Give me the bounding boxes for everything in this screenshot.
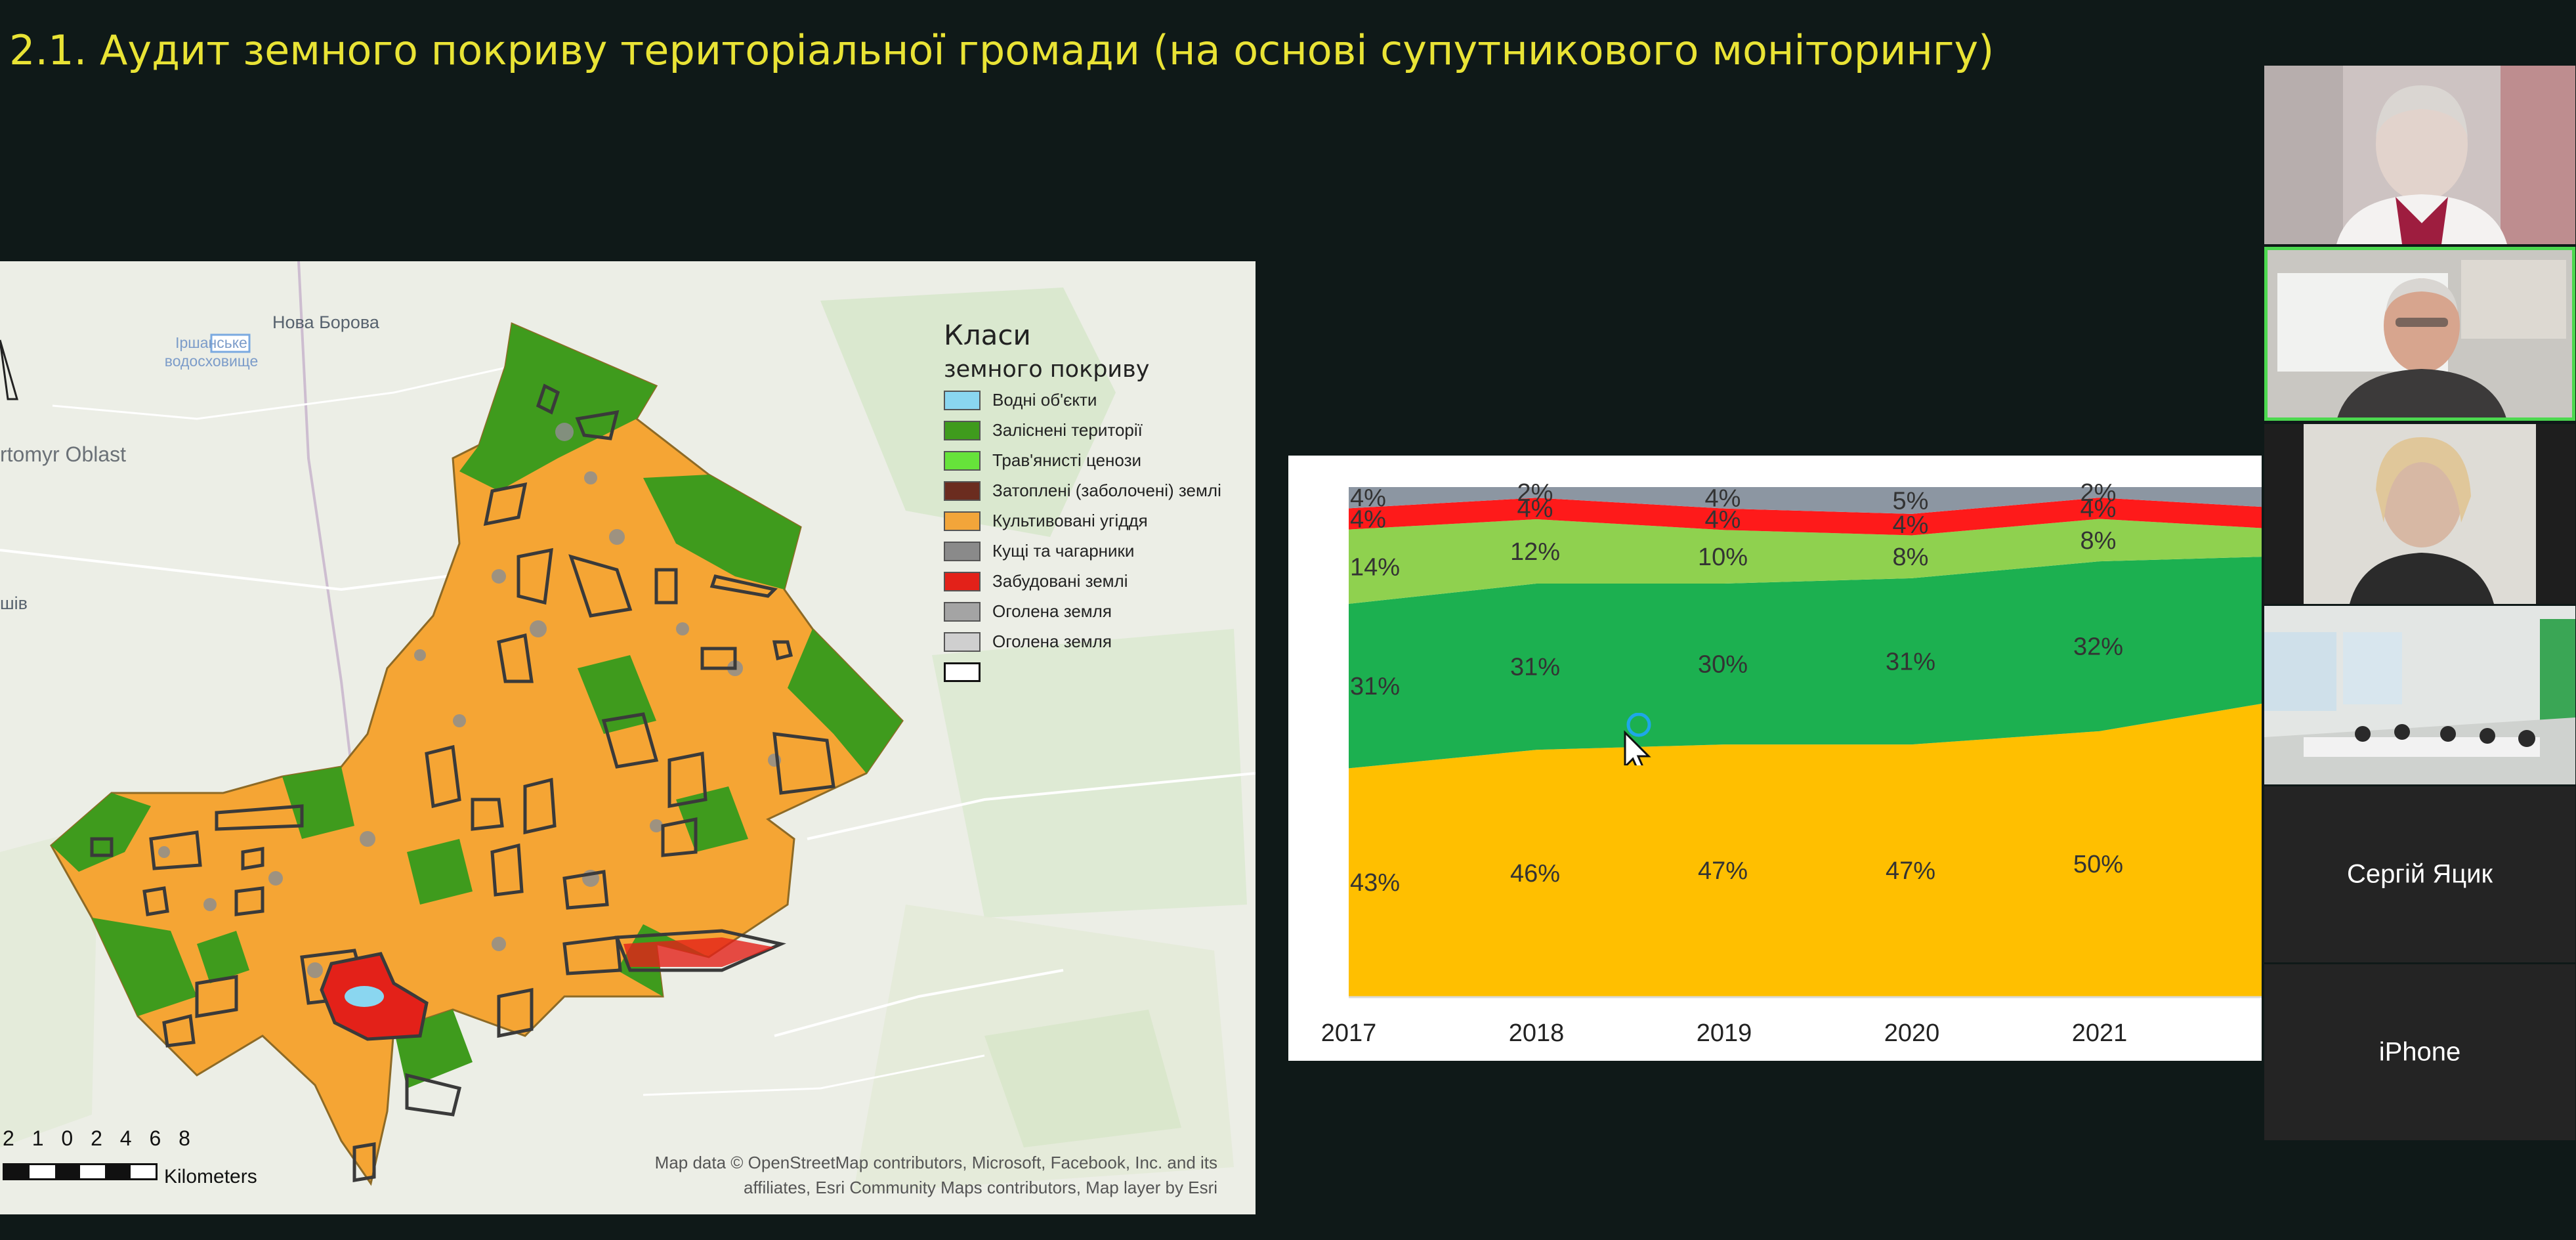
legend-swatch — [944, 391, 981, 410]
data-label: 31% — [1350, 673, 1400, 700]
legend-item: Водні об'єкти — [944, 389, 1252, 410]
legend-swatch — [944, 602, 981, 622]
x-tick-label: 2020 — [1884, 1019, 1940, 1047]
data-label: 47% — [1886, 857, 1935, 885]
legend-swatch — [944, 421, 981, 440]
data-label: 31% — [1510, 654, 1560, 681]
legend-swatch — [944, 632, 981, 652]
legend-item: Затоплені (заболочені) землі — [944, 480, 1252, 501]
participant-name: iPhone — [2378, 1037, 2461, 1067]
map-water-label: Іршанське водосховище — [164, 334, 259, 370]
data-label: 8% — [2080, 527, 2117, 555]
legend-label: Трав'янисті ценози — [992, 450, 1142, 470]
legend-label: Забудовані землі — [992, 571, 1128, 591]
map-place-label: Нова Борова — [272, 312, 379, 332]
area-series-4 — [1349, 487, 2262, 514]
area-series-3 — [1349, 498, 2262, 536]
legend-swatch — [944, 451, 981, 471]
participant-video — [2264, 247, 2575, 421]
legend-item: Кущі та чагарники — [944, 540, 1252, 561]
land-cover-map: Нова Борова Іршанське водосховище rtomyr… — [0, 261, 1256, 1214]
legend-swatch — [944, 572, 981, 591]
participant-video-tile-active-speaker[interactable] — [2264, 247, 2575, 421]
area-series-1 — [1349, 557, 2262, 769]
legend-swatch — [944, 542, 981, 561]
data-label: 30% — [1698, 651, 1748, 679]
x-tick-label: 2018 — [1509, 1019, 1565, 1047]
scale-bar-labels: 2 1 0 2 4 6 8 — [3, 1126, 190, 1150]
legend-swatch — [944, 511, 981, 531]
data-label: 8% — [1893, 544, 1929, 571]
legend-subtitle: земного покриву — [944, 356, 1150, 383]
map-canvas — [0, 261, 1256, 1214]
x-tick-label: 2017 — [1321, 1019, 1377, 1047]
map-region-label: rtomyr Oblast — [0, 442, 127, 466]
legend-label: Водні об'єкти — [992, 390, 1097, 410]
data-label: 47% — [1698, 857, 1748, 885]
data-label: 4% — [1705, 484, 1741, 512]
data-label: 43% — [1350, 869, 1400, 897]
legend-label: Оголена земля — [992, 601, 1112, 621]
slide-title: 2.1. Аудит земного покриву територіально… — [9, 26, 1995, 74]
participant-name-tile[interactable]: iPhone — [2264, 964, 2575, 1140]
participant-video — [2264, 424, 2575, 604]
data-label: 4% — [1705, 506, 1741, 534]
land-cover-area-chart: 43%46%47%47%50%5631%31%30%31%32%2714%12%… — [1288, 456, 2262, 1061]
legend-item: Трав'янисті ценози — [944, 450, 1252, 471]
scale-bar-unit: Kilometers — [164, 1166, 257, 1187]
participant-video-tile[interactable] — [2264, 424, 2575, 604]
legend-item: Заліснені території — [944, 419, 1252, 440]
x-tick-label: 2021 — [2072, 1019, 2128, 1047]
participant-video-tile[interactable] — [2264, 606, 2575, 784]
data-label: 14% — [1350, 553, 1400, 581]
data-label: 50% — [2073, 851, 2123, 878]
participant-name-tile[interactable]: Сергій Яцик — [2264, 786, 2575, 962]
data-label: 46% — [1510, 860, 1560, 887]
map-legend: Класи земного покриву Водні об'єкти Заліс… — [944, 319, 1252, 691]
data-label: 4% — [1517, 496, 1553, 523]
legend-title: Класи — [944, 319, 1031, 351]
area-series-0 — [1349, 703, 2262, 996]
data-label: 5% — [1893, 487, 1929, 515]
x-tick-label: 2019 — [1697, 1019, 1752, 1047]
scale-bar — [3, 1163, 158, 1180]
participant-name: Сергій Яцик — [2347, 859, 2493, 889]
data-label: 12% — [1510, 538, 1560, 566]
legend-swatch — [944, 481, 981, 501]
map-attribution: Map data © OpenStreetMap contributors, M… — [654, 1153, 1217, 1197]
legend-label: Культивовані угіддя — [992, 511, 1148, 530]
map-place-label-edge: шів — [0, 593, 28, 613]
data-label: 4% — [1350, 484, 1386, 512]
data-label: 4% — [2080, 495, 2117, 523]
legend-item: Оголена земля — [944, 601, 1252, 622]
data-label: 31% — [1886, 648, 1935, 675]
data-label: 4% — [1350, 506, 1386, 534]
legend-label: Заліснені території — [992, 420, 1143, 440]
legend-items: Водні об'єкти Заліснені території Трав'яни… — [944, 389, 1252, 682]
legend-swatch — [944, 662, 981, 682]
participant-video — [2264, 66, 2575, 244]
data-label: 2% — [2080, 479, 2117, 507]
area-series-2 — [1349, 519, 2262, 604]
legend-label: Кущі та чагарники — [992, 541, 1135, 561]
legend-label: Оголена земля — [992, 631, 1112, 651]
legend-item: Культивовані угіддя — [944, 510, 1252, 531]
legend-item: Оголена земля — [944, 631, 1252, 652]
data-label: 2% — [1517, 479, 1553, 507]
data-label: 10% — [1698, 544, 1748, 571]
legend-item — [944, 661, 1252, 682]
cursor-icon — [1624, 713, 1651, 765]
data-label: 4% — [1893, 511, 1929, 539]
participant-video — [2264, 606, 2575, 784]
data-label: 32% — [2073, 633, 2123, 661]
chart-canvas: 43%46%47%47%50%5631%31%30%31%32%2714%12%… — [1321, 479, 2262, 1047]
participant-video-tile[interactable] — [2264, 66, 2575, 244]
legend-item: Забудовані землі — [944, 570, 1252, 591]
legend-label: Затоплені (заболочені) землі — [992, 481, 1221, 500]
